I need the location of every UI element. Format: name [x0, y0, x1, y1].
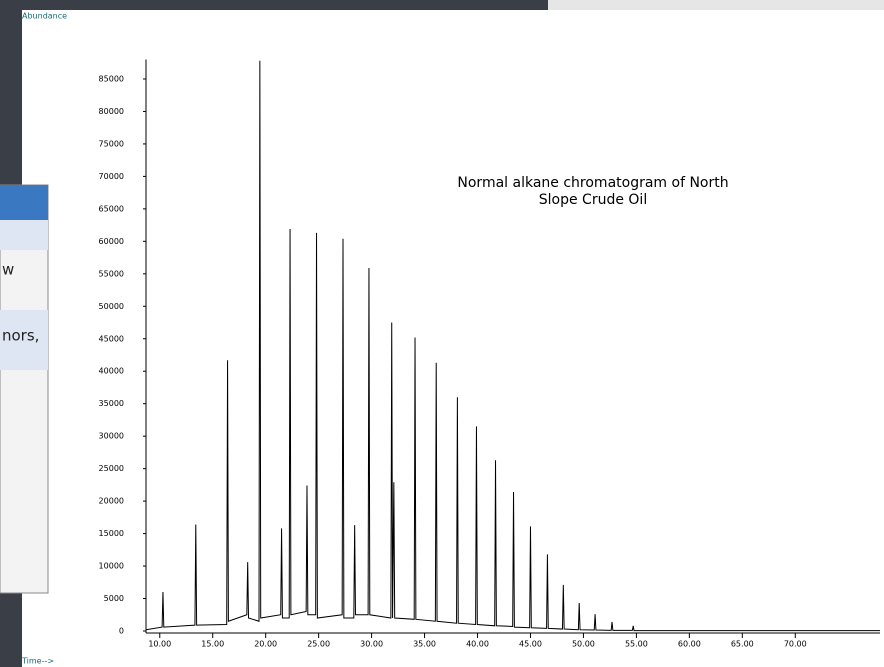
y-tick-label: 0: [119, 627, 124, 636]
dialog: w nors,: [0, 184, 49, 594]
dialog-text: w: [2, 261, 14, 279]
x-tick-label: 60.00: [678, 640, 701, 649]
y-tick-label: 55000: [99, 269, 124, 278]
dialog-text: nors,: [2, 327, 39, 345]
y-tick-label: 5000: [104, 594, 124, 603]
x-tick-label: 70.00: [784, 640, 807, 649]
x-tick-label: 25.00: [307, 640, 330, 649]
y-tick-label: 70000: [99, 172, 124, 181]
y-tick-label: 75000: [99, 139, 124, 148]
x-tick-label: 30.00: [360, 640, 383, 649]
y-tick-label: 50000: [99, 302, 124, 311]
x-tick-label: 40.00: [466, 640, 489, 649]
dialog-header: [0, 185, 48, 220]
x-tick-label: 10.00: [148, 640, 171, 649]
y-tick-label: 80000: [99, 107, 124, 116]
y-axis-label: Abundance: [22, 12, 67, 21]
trace: [145, 60, 880, 632]
x-tick-label: 20.00: [254, 640, 277, 649]
y-tick-label: 45000: [99, 334, 124, 343]
window-edge: [548, 0, 884, 12]
y-tick-label: 40000: [99, 367, 124, 376]
y-tick-label: 35000: [99, 399, 124, 408]
y-tick-label: 60000: [99, 237, 124, 246]
dialog-box: [0, 184, 49, 594]
y-tick-label: 25000: [99, 464, 124, 473]
x-axis-label: Time-->: [21, 657, 54, 666]
y-tick-label: 85000: [99, 74, 124, 83]
y-tick-label: 30000: [99, 432, 124, 441]
x-tick-label: 45.00: [519, 640, 542, 649]
x-tick-label: 15.00: [201, 640, 224, 649]
plot: Normal alkane chromatogram of North Slope…: [99, 59, 880, 649]
x-tick-label: 50.00: [572, 640, 595, 649]
x-tick-label: 35.00: [413, 640, 436, 649]
y-tick-label: 15000: [99, 529, 124, 538]
y-tick-label: 10000: [99, 562, 124, 571]
dialog-row: [0, 220, 48, 250]
dialog-row: [0, 310, 48, 370]
x-tick-label: 65.00: [731, 640, 754, 649]
chart-window: [22, 10, 884, 667]
y-tick-label: 65000: [99, 204, 124, 213]
x-tick-label: 55.00: [625, 640, 648, 649]
y-tick-label: 20000: [99, 497, 124, 506]
chart-title: Normal alkane chromatogram of North Slope…: [457, 175, 728, 208]
